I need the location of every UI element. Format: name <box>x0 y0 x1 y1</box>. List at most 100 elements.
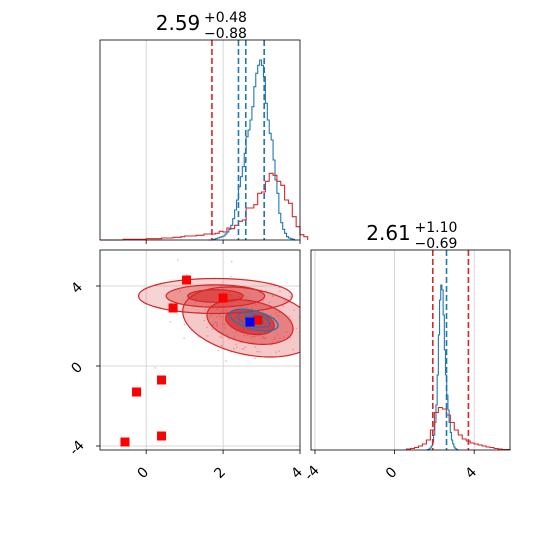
red-square-marker <box>218 293 228 303</box>
scatter-point <box>279 290 281 292</box>
scatter-point <box>252 341 254 344</box>
scatter-point <box>221 323 224 325</box>
scatter-point <box>224 323 226 326</box>
scatter-point <box>282 305 284 307</box>
scatter-point <box>273 336 276 339</box>
scatter-point <box>258 350 261 353</box>
scatter-point <box>289 336 292 339</box>
scatter-point <box>154 367 157 369</box>
contour-panel-frame <box>99 249 301 451</box>
scatter-point <box>222 315 224 318</box>
blue-contour-level-1 <box>228 308 279 332</box>
hist-top-frame <box>99 39 301 241</box>
contour-plot-area <box>120 259 337 447</box>
scatter-point <box>274 338 276 340</box>
scatter-point <box>329 332 331 334</box>
scatter-point <box>254 357 256 360</box>
scatter-point <box>293 309 295 311</box>
red-square-marker <box>157 431 167 441</box>
scatter-point <box>212 323 215 326</box>
contour-panel-ytick-label: 0 <box>68 359 86 377</box>
scatter-point <box>246 334 249 337</box>
scatter-point <box>216 325 219 328</box>
scatter-point <box>178 290 181 292</box>
scatter-point <box>307 332 309 334</box>
scatter-point <box>220 344 223 347</box>
scatter-point <box>222 309 225 311</box>
scatter-point <box>236 346 238 348</box>
scatter-point <box>219 336 221 338</box>
scatter-point <box>278 350 281 352</box>
scatter-point <box>222 332 225 334</box>
contour-panel-xtick-label: 0 <box>135 464 153 482</box>
scatter-point <box>313 372 315 374</box>
scatter-point <box>206 326 208 329</box>
scatter-point <box>262 299 265 302</box>
scatter-point <box>317 300 319 302</box>
scatter-point <box>217 349 220 352</box>
hist-top-hist-red <box>100 172 309 241</box>
scatter-point <box>285 331 288 334</box>
scatter-point <box>223 327 226 329</box>
scatter-point <box>252 335 254 338</box>
scatter-point <box>206 335 209 337</box>
scatter-point <box>220 311 222 313</box>
scatter-point <box>177 259 179 261</box>
scatter-point <box>216 321 219 324</box>
scatter-point <box>256 350 259 353</box>
scatter-point <box>271 340 274 342</box>
scatter-point <box>222 311 224 313</box>
scatter-point <box>209 315 212 317</box>
scatter-point <box>277 314 279 317</box>
scatter-point <box>275 351 277 353</box>
scatter-point <box>251 307 253 310</box>
scatter-point <box>313 346 315 348</box>
scatter-point <box>245 296 248 299</box>
scatter-point <box>261 335 264 338</box>
scatter-point <box>307 347 309 349</box>
scatter-point <box>262 337 264 339</box>
hist-right-title-lower: −0.69 <box>415 236 458 252</box>
scatter-point <box>276 333 279 336</box>
hist-top-title-value: 2.59 <box>156 11 201 35</box>
hist-right-xtick-label: -4 <box>302 463 323 484</box>
scatter-point <box>292 348 294 351</box>
scatter-point <box>220 285 223 288</box>
scatter-point <box>225 360 227 362</box>
red-square-marker <box>157 375 167 385</box>
scatter-point <box>312 339 314 341</box>
scatter-point <box>283 300 286 302</box>
red-square-marker <box>120 437 130 447</box>
scatter-point <box>216 308 219 311</box>
scatter-point <box>250 336 252 338</box>
scatter-point <box>246 306 248 309</box>
red-square-marker <box>182 275 192 285</box>
contour-panel-xtick-label: 2 <box>211 464 229 482</box>
scatter-point <box>226 333 228 336</box>
scatter-point <box>215 323 218 326</box>
hist-right-frame <box>310 249 511 451</box>
scatter-point <box>330 360 332 362</box>
scatter-point <box>254 335 256 338</box>
scatter-point <box>220 336 223 339</box>
scatter-point <box>216 315 218 318</box>
scatter-point <box>301 307 303 309</box>
scatter-point <box>282 335 285 338</box>
scatter-point <box>230 275 232 278</box>
scatter-point <box>242 348 244 350</box>
hist-top-hist-blue <box>207 59 297 241</box>
red-square-marker <box>168 303 178 313</box>
scatter-point <box>289 295 292 298</box>
scatter-point <box>235 331 237 333</box>
scatter-point <box>243 334 246 337</box>
contour-panel-ytick-label: -4 <box>67 438 88 459</box>
scatter-point <box>295 327 298 330</box>
scatter-point <box>335 311 337 313</box>
scatter-point <box>227 337 230 340</box>
contour-panel-ytick-label: 4 <box>68 279 86 297</box>
scatter-point <box>225 310 228 313</box>
scatter-point <box>233 348 235 350</box>
scatter-point <box>235 343 237 346</box>
scatter-point <box>214 321 217 323</box>
